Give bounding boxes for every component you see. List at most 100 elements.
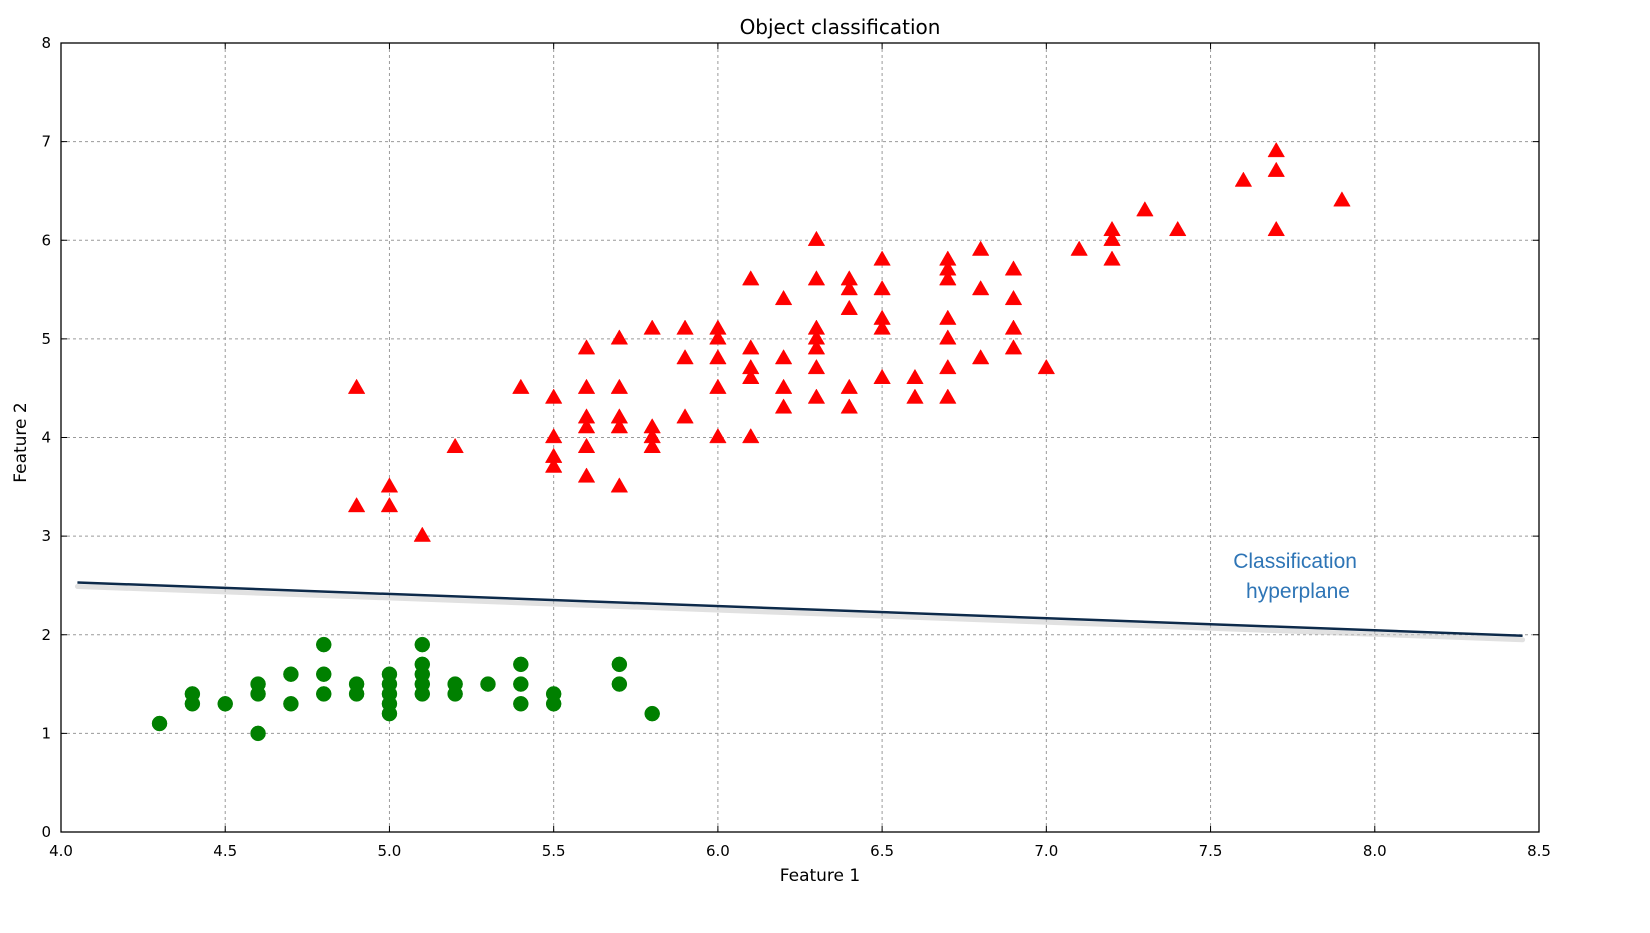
triangle-point <box>610 329 629 345</box>
triangle-point <box>676 408 694 424</box>
triangle-point <box>1267 141 1285 158</box>
triangle-point <box>1234 171 1253 187</box>
circle-point <box>611 676 628 692</box>
triangle-point <box>939 388 957 404</box>
triangle-point <box>840 378 858 394</box>
circle-point <box>348 686 365 702</box>
data-points <box>151 141 1351 742</box>
triangle-point <box>807 230 826 246</box>
circle-point <box>250 725 266 742</box>
triangle-point <box>840 280 858 296</box>
triangle-point <box>742 339 760 355</box>
circle-point <box>414 686 431 702</box>
circle-point <box>250 686 266 702</box>
circle-point <box>611 656 628 673</box>
triangle-point <box>709 349 727 365</box>
triangle-point <box>939 309 957 325</box>
triangle-point <box>413 526 432 542</box>
y-tick-label: 5 <box>41 330 51 348</box>
triangle-point <box>1168 220 1187 237</box>
triangle-point <box>873 319 891 335</box>
triangle-point <box>544 457 563 473</box>
circle-point <box>414 636 431 653</box>
triangle-point <box>610 418 629 434</box>
triangle-point <box>873 250 891 266</box>
triangle-point <box>807 270 826 286</box>
chart-title: Object classification <box>740 15 941 39</box>
y-tick-label: 8 <box>41 34 51 52</box>
triangle-point <box>1333 191 1351 207</box>
triangle-point <box>774 398 793 414</box>
circle-point <box>513 696 529 712</box>
triangle-point <box>807 339 826 355</box>
circle-point <box>644 705 660 722</box>
triangle-point <box>807 358 826 375</box>
triangle-point <box>577 339 596 355</box>
triangle-point <box>380 497 399 513</box>
triangle-point <box>709 378 727 394</box>
triangle-point <box>577 467 596 483</box>
triangle-point <box>1037 358 1056 375</box>
triangle-point <box>971 349 990 365</box>
triangle-point <box>742 427 760 444</box>
y-tick-label: 2 <box>41 626 51 644</box>
y-tick-label: 4 <box>41 429 51 447</box>
y-tick-label: 3 <box>41 527 51 545</box>
circle-point <box>381 705 398 722</box>
y-axis-title: Feature 2 <box>11 402 31 482</box>
triangle-point <box>643 319 661 335</box>
triangle-point <box>807 388 826 404</box>
triangle-point <box>577 418 596 434</box>
triangle-point <box>840 398 858 414</box>
y-tick-label: 7 <box>41 133 51 151</box>
circle-point <box>151 715 168 732</box>
triangle-point <box>347 378 366 394</box>
triangle-point <box>971 240 990 256</box>
x-tick-label: 4.0 <box>49 842 73 860</box>
circle-point <box>283 666 299 682</box>
y-tick-label: 6 <box>41 231 51 249</box>
triangle-point <box>774 378 793 394</box>
triangle-point <box>380 477 399 493</box>
triangle-point <box>610 378 629 394</box>
circle-point <box>283 696 299 712</box>
triangle-point <box>742 270 760 286</box>
x-tick-label: 6.0 <box>706 842 730 860</box>
x-tick-label: 7.5 <box>1199 842 1223 860</box>
hyperplane-annotation: Classification hyperplane <box>1233 550 1363 603</box>
circle-point <box>545 696 562 712</box>
triangle-point <box>971 280 990 296</box>
triangle-point <box>577 437 596 454</box>
triangle-point <box>1004 260 1023 276</box>
triangle-point <box>610 477 629 493</box>
triangle-point <box>840 299 858 315</box>
triangle-point <box>1103 250 1121 266</box>
triangle-point <box>676 349 694 365</box>
triangle-point <box>1103 230 1121 246</box>
triangle-point <box>873 368 891 384</box>
triangle-point <box>512 378 530 394</box>
triangle-point <box>544 388 563 404</box>
triangle-point <box>577 378 596 394</box>
triangle-point <box>742 368 760 384</box>
x-tick-label: 4.5 <box>213 842 237 860</box>
triangle-point <box>1004 319 1023 335</box>
circle-point <box>316 686 332 702</box>
triangle-point <box>709 329 727 345</box>
axis-ticks: 4.0 4.5 5.0 5.5 6.0 6.5 7.0 7.5 8.0 8.5 0 1 2 3 4 5 6 7 8 <box>41 34 1550 860</box>
y-tick-label: 0 <box>41 823 51 841</box>
grid <box>61 43 1539 832</box>
triangle-point <box>446 437 464 454</box>
triangle-point <box>676 319 694 335</box>
triangle-point <box>774 349 793 365</box>
triangle-point <box>774 289 793 306</box>
y-tick-label: 1 <box>41 724 51 742</box>
circle-point <box>447 686 463 702</box>
triangle-point <box>643 437 661 454</box>
triangle-point <box>1267 220 1285 237</box>
circle-point <box>316 666 332 682</box>
annotation-line-2: hyperplane <box>1246 580 1350 603</box>
annotation-line-1: Classification <box>1233 550 1357 573</box>
circle-point <box>480 676 496 692</box>
